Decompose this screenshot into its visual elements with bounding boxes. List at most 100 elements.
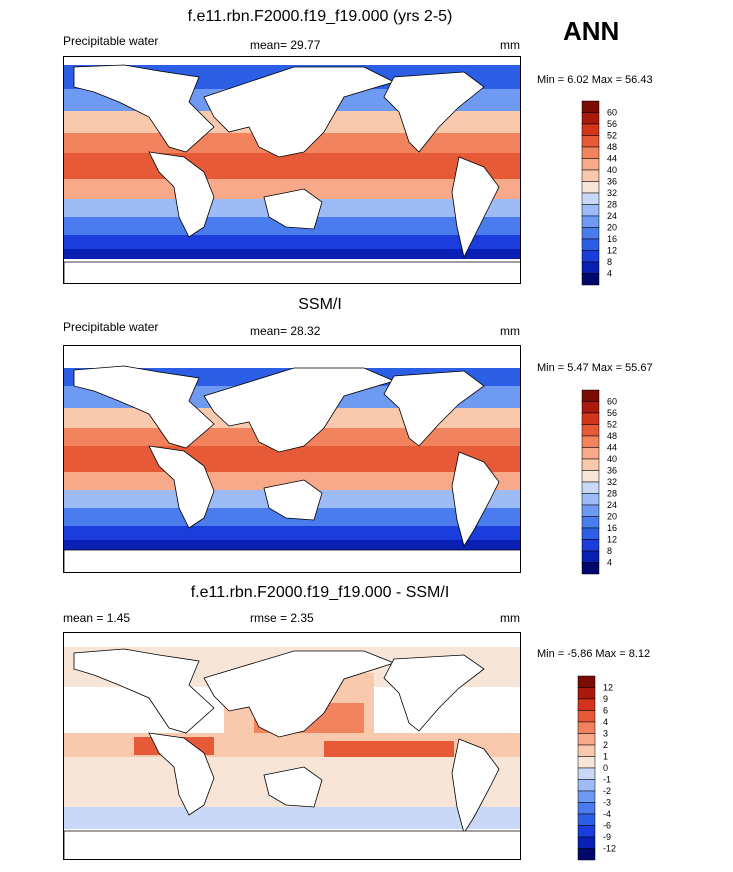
colorbar-swatch	[581, 504, 600, 517]
panel-3-minmax: Min = -5.86 Max = 8.12	[537, 648, 651, 660]
panel-2-colorbar: 4 8 12 16 20 24 28 32 36 40 44 48 52 56 60	[581, 389, 642, 580]
panel-2-variable: Precipitable water	[63, 320, 159, 334]
colorbar-swatch	[581, 389, 600, 402]
panel-2-map-svg	[64, 346, 520, 572]
colorbar-swatch	[581, 424, 600, 437]
colorbar-swatch	[581, 146, 600, 159]
continent	[203, 66, 396, 158]
band	[64, 446, 520, 472]
panel-2-map	[63, 345, 521, 573]
continent	[263, 766, 323, 808]
colorbar-tick-label: 32	[607, 188, 617, 198]
colorbar-tick-label: 56	[607, 119, 617, 129]
colorbar-swatch	[577, 698, 596, 711]
colorbar-tick-label: 8	[607, 257, 612, 267]
continent	[451, 451, 500, 547]
missing-data	[64, 346, 520, 366]
panel-3-map	[63, 632, 521, 860]
colorbar-tick-label: -1	[603, 775, 611, 785]
panel-2-units: mm	[500, 324, 520, 338]
band	[64, 153, 520, 179]
colorbar-swatch	[581, 112, 600, 125]
colorbar-swatch	[577, 848, 596, 861]
continent	[148, 445, 215, 529]
colorbar-tick-label: 3	[603, 729, 608, 739]
colorbar-tick-label: 1	[603, 752, 608, 762]
colorbar-tick-label: 12	[603, 683, 613, 693]
panel-1-units: mm	[500, 38, 520, 52]
colorbar-tick-label: 12	[607, 246, 617, 256]
panel-1-map	[63, 56, 521, 284]
colorbar-swatch	[581, 447, 600, 460]
colorbar-swatch	[577, 733, 596, 746]
band	[64, 540, 520, 550]
colorbar-tick-label: 52	[607, 131, 617, 141]
continent	[73, 648, 215, 734]
colorbar-tick-label: 4	[603, 717, 608, 727]
band	[64, 249, 520, 259]
colorbar-swatch	[581, 401, 600, 414]
colorbar-swatch	[577, 836, 596, 849]
colorbar-swatch	[577, 779, 596, 792]
panel-2-minmax: Min = 5.47 Max = 55.67	[537, 362, 653, 374]
colorbar-swatch	[577, 813, 596, 826]
colorbar-swatch	[581, 527, 600, 540]
colorbar-tick-label: 28	[607, 489, 617, 499]
colorbar-tick-label: -3	[603, 798, 611, 808]
colorbar-tick-label: 16	[607, 523, 617, 533]
colorbar-swatch	[577, 675, 596, 688]
colorbar-swatch	[581, 458, 600, 471]
colorbar-tick-label: 12	[607, 535, 617, 545]
continent	[383, 654, 485, 732]
continent	[263, 188, 323, 230]
colorbar-tick-label: 8	[607, 546, 612, 556]
colorbar-swatch	[581, 562, 600, 575]
colorbar-swatch	[581, 204, 600, 217]
panel-1-minmax: Min = 6.02 Max = 56.43	[537, 74, 653, 86]
panel-2-title: SSM/I	[298, 296, 342, 313]
colorbar-tick-label: -6	[603, 821, 611, 831]
colorbar-swatch	[577, 802, 596, 815]
band	[64, 235, 520, 249]
colorbar-tick-label: 36	[607, 466, 617, 476]
continent	[64, 830, 520, 859]
panel-3-colorbar: -12 -9 -6 -4 -3 -2 -1 0 1 2 3 4 6 9 12	[577, 675, 638, 866]
continent	[64, 549, 520, 572]
continent	[203, 650, 396, 738]
colorbar-tick-label: 60	[607, 108, 617, 118]
colorbar-tick-label: 32	[607, 477, 617, 487]
colorbar-tick-label: 20	[607, 223, 617, 233]
colorbar-tick-label: -12	[603, 844, 616, 854]
panel-3-rmse: rmse = 2.35	[250, 611, 314, 625]
colorbar-tick-label: 9	[603, 694, 608, 704]
continent	[148, 151, 215, 238]
panel-1-variable: Precipitable water	[63, 34, 159, 48]
panel-3-map-svg	[64, 633, 520, 859]
colorbar-swatch	[581, 550, 600, 563]
panel-3-title: f.e11.rbn.F2000.f19_f19.000 - SSM/I	[190, 584, 450, 601]
continent	[451, 738, 500, 834]
colorbar-swatch	[577, 825, 596, 838]
colorbar-tick-label: 52	[607, 420, 617, 430]
colorbar-tick-label: 44	[607, 443, 617, 453]
colorbar-swatch	[581, 135, 600, 148]
colorbar-swatch	[577, 721, 596, 734]
continent	[148, 732, 215, 816]
colorbar-tick-label: 40	[607, 165, 617, 175]
continent	[383, 370, 485, 447]
colorbar-tick-label: 20	[607, 512, 617, 522]
continent	[451, 156, 500, 259]
panel-2-mean: mean= 28.32	[250, 324, 321, 338]
colorbar-swatch	[581, 516, 600, 529]
colorbar-swatch	[581, 123, 600, 136]
colorbar-tick-label: 16	[607, 234, 617, 244]
colorbar-tick-label: 0	[603, 763, 608, 773]
colorbar-swatch	[581, 250, 600, 263]
continent	[64, 261, 520, 283]
colorbar-tick-label: -2	[603, 786, 611, 796]
continent	[263, 479, 323, 521]
colorbar-tick-label: 60	[607, 397, 617, 407]
